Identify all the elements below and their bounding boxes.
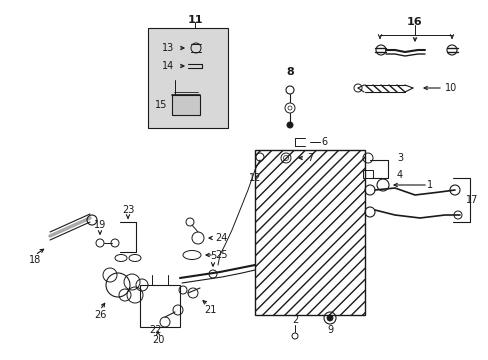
- Text: 8: 8: [285, 67, 293, 77]
- Text: 21: 21: [203, 305, 216, 315]
- Text: 11: 11: [187, 15, 203, 25]
- Circle shape: [326, 315, 332, 321]
- Text: 4: 4: [396, 170, 402, 180]
- Text: 5: 5: [209, 251, 216, 261]
- Text: 13: 13: [162, 43, 174, 53]
- Text: 18: 18: [29, 255, 41, 265]
- Bar: [140, 285, 180, 327]
- Text: 9: 9: [326, 325, 332, 335]
- Text: 14: 14: [162, 61, 174, 71]
- Text: 24: 24: [215, 233, 227, 243]
- Text: 26: 26: [94, 310, 106, 320]
- Text: 2: 2: [291, 315, 298, 325]
- Text: 16: 16: [407, 17, 422, 27]
- Text: 12: 12: [248, 173, 261, 183]
- Bar: [148, 28, 227, 128]
- Text: 10: 10: [444, 83, 456, 93]
- Text: 17: 17: [465, 195, 477, 205]
- Circle shape: [286, 122, 292, 128]
- Text: 20: 20: [151, 335, 164, 345]
- Text: 15: 15: [155, 100, 167, 110]
- Text: 6: 6: [320, 137, 326, 147]
- Bar: [362, 170, 372, 178]
- Text: 1: 1: [426, 180, 432, 190]
- Bar: [254, 150, 364, 315]
- Text: 19: 19: [94, 220, 106, 230]
- Text: 3: 3: [396, 153, 402, 163]
- Text: 22: 22: [148, 325, 161, 335]
- Text: 23: 23: [122, 205, 134, 215]
- Text: 7: 7: [306, 153, 312, 163]
- Text: 25: 25: [215, 250, 227, 260]
- Bar: [172, 95, 200, 115]
